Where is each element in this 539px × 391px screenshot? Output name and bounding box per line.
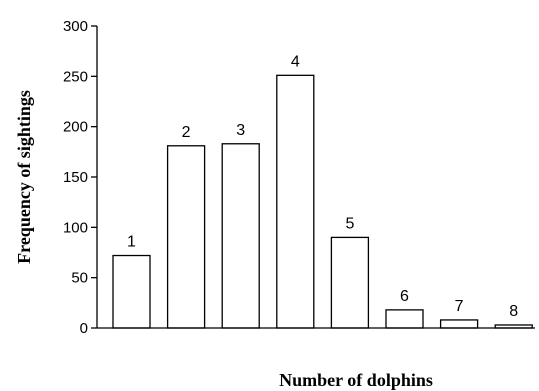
bar-2 bbox=[166, 145, 206, 329]
y-tick-label: 150 bbox=[63, 169, 88, 186]
bars bbox=[112, 74, 533, 329]
y-tick-label: 200 bbox=[63, 119, 88, 136]
y-tick-label: 100 bbox=[63, 219, 88, 236]
bar-label-3: 3 bbox=[236, 122, 245, 139]
bar-label-8: 8 bbox=[509, 303, 518, 320]
x-axis-title: Number of dolphins bbox=[279, 370, 433, 390]
bar-label-6: 6 bbox=[400, 288, 409, 305]
y-tick-label: 50 bbox=[71, 270, 88, 287]
bar-6 bbox=[385, 309, 424, 329]
y-axis: 0 50 100 150 200 250 300 bbox=[63, 18, 98, 337]
bar-4 bbox=[276, 74, 315, 329]
bar-label-4: 4 bbox=[291, 53, 300, 70]
y-tick-label: 250 bbox=[63, 68, 88, 85]
bar-label-1: 1 bbox=[127, 234, 136, 251]
y-tick-label: 0 bbox=[80, 320, 88, 337]
y-axis-title: Frequency of sightings bbox=[14, 90, 34, 264]
bar-label-2: 2 bbox=[182, 124, 191, 141]
bar-3 bbox=[221, 143, 260, 329]
bar-labels: 1 2 3 4 5 6 7 8 bbox=[127, 53, 518, 320]
bar-5 bbox=[330, 236, 370, 329]
bar-7 bbox=[439, 319, 479, 329]
bar-label-7: 7 bbox=[455, 298, 464, 315]
bar-label-5: 5 bbox=[345, 215, 354, 232]
bar-1 bbox=[112, 254, 151, 329]
y-tick-label: 300 bbox=[63, 18, 88, 35]
